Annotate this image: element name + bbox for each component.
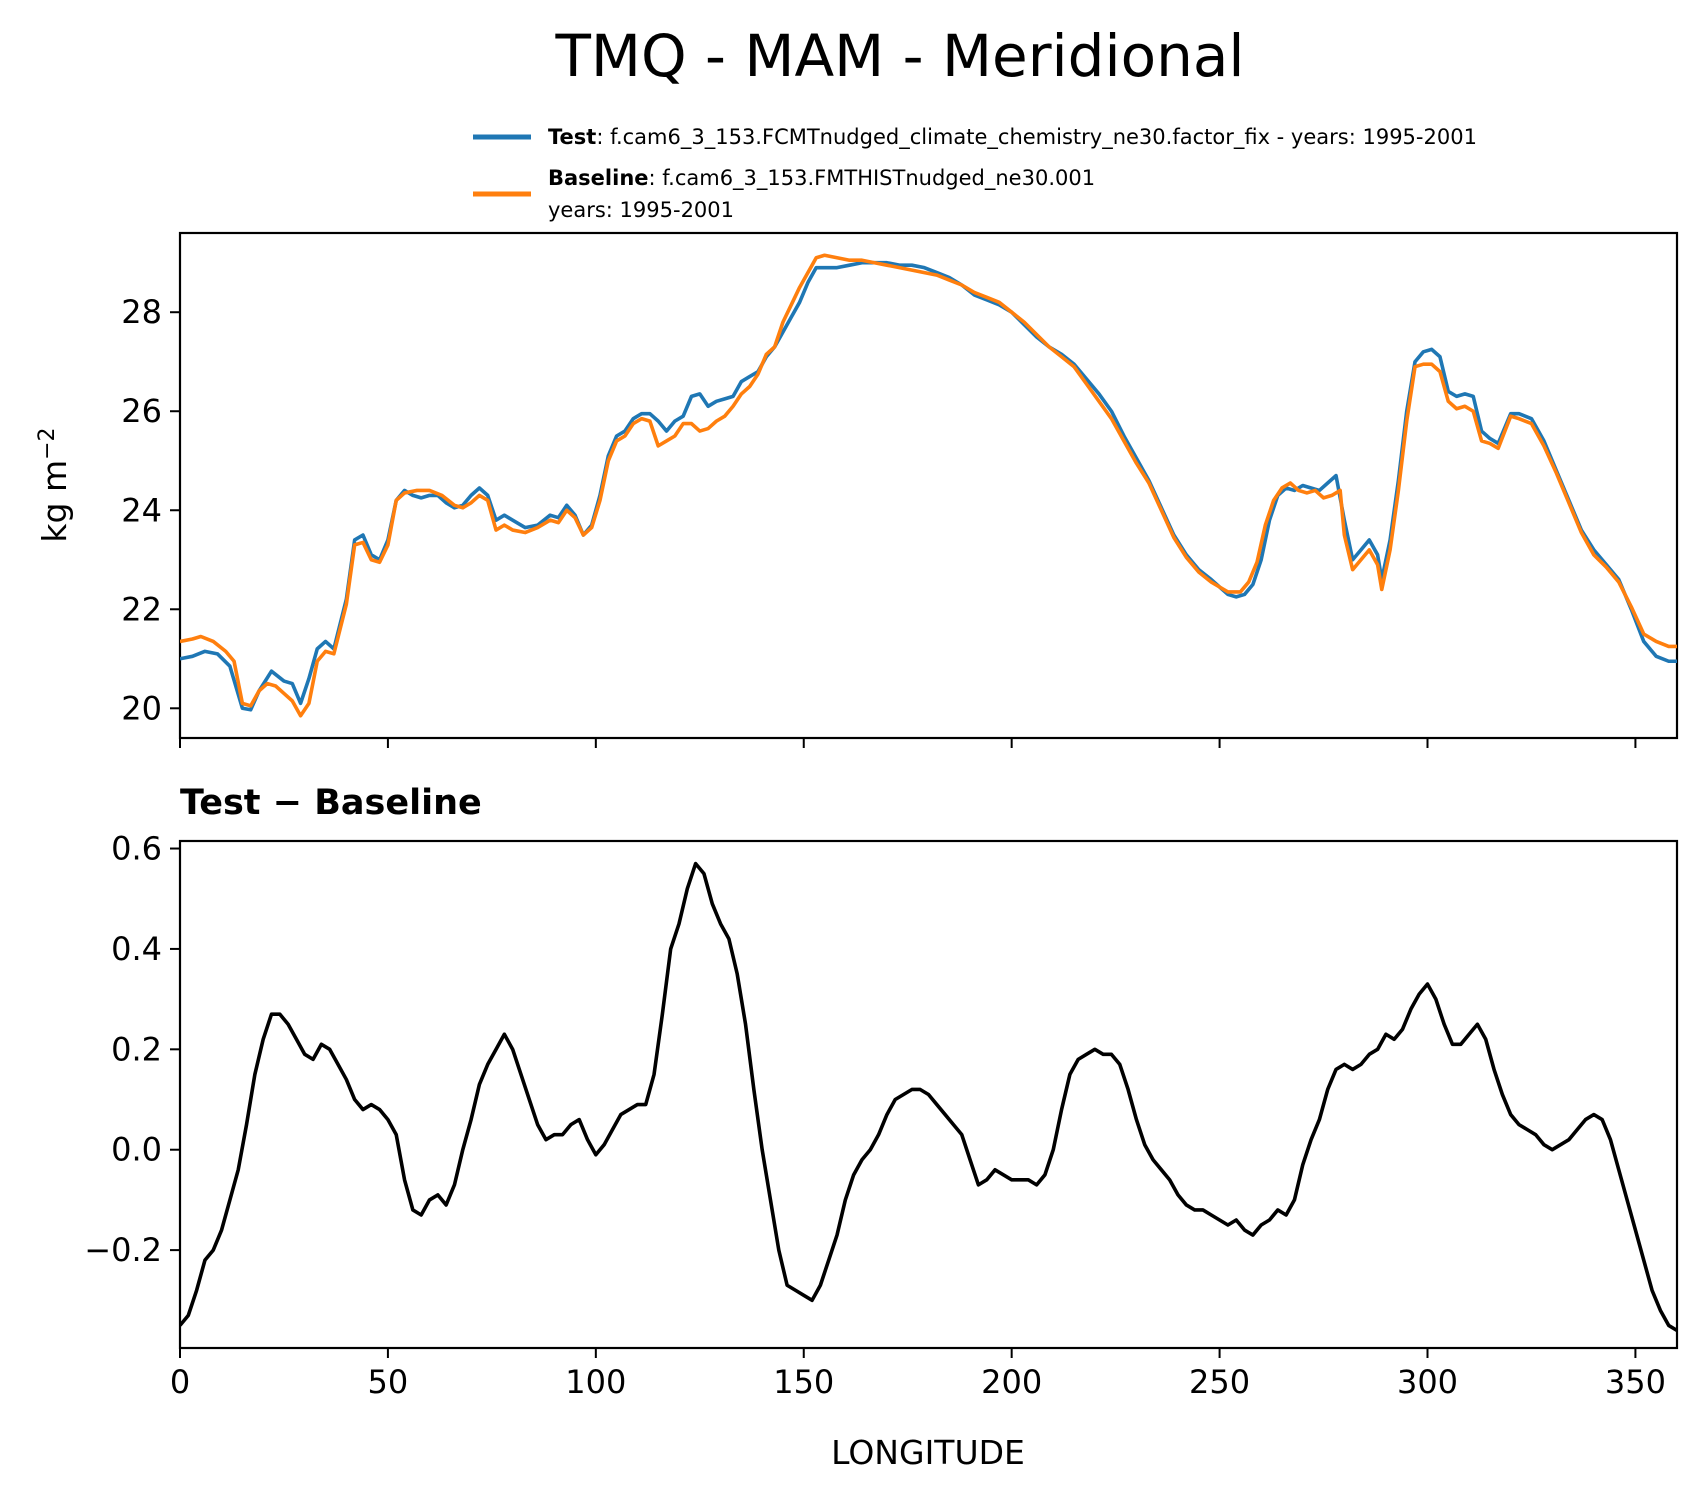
bottom-x-tick-label: 100 (565, 1363, 626, 1401)
bottom-y-ticks: −0.2 0.0 0.2 0.4 0.6 (84, 830, 180, 1269)
bottom-y-tick-label: 0.2 (111, 1030, 162, 1068)
legend-entry-baseline-years: years: 1995-2001 (548, 198, 734, 222)
bottom-x-tick-label: 250 (1189, 1363, 1250, 1401)
top-series-group (180, 253, 1677, 718)
bottom-x-tick-label: 0 (170, 1363, 190, 1401)
bottom-x-tick-label: 200 (981, 1363, 1042, 1401)
bottom-y-tick-label: 0.0 (111, 1131, 162, 1169)
top-y-tick-label: 26 (121, 392, 162, 430)
bottom-x-tick-label: 50 (368, 1363, 409, 1401)
bottom-x-axis-label: LONGITUDE (831, 1433, 1025, 1472)
top-y-tick-label: 24 (121, 491, 162, 529)
bottom-y-tick-label: −0.2 (84, 1231, 162, 1269)
bottom-panel: Test − Baseline −0.2 0.0 0.2 0.4 0.6 0 50 100 1… (84, 783, 1679, 1472)
legend: Test: f.cam6_3_153.FCMTnudged_climate_ch… (473, 125, 1477, 222)
bottom-panel-frame (178, 839, 1679, 1350)
bottom-y-tick-label: 0.4 (111, 930, 162, 968)
bottom-x-ticks: 0 50 100 150 200 250 300 350 (170, 1348, 1666, 1401)
top-panel: 20 22 24 26 28 kg m−2 (35, 231, 1679, 748)
legend-entry-baseline: Baseline: f.cam6_3_153.FMTHISTnudged_ne3… (548, 166, 1095, 191)
bottom-series-group (180, 861, 1677, 1332)
bottom-series-line-difference (180, 861, 1677, 1332)
top-panel-frame (178, 231, 1679, 740)
top-x-ticks (179, 738, 1637, 748)
bottom-x-tick-label: 350 (1605, 1363, 1666, 1401)
bottom-x-tick-label: 150 (773, 1363, 834, 1401)
top-y-tick-label: 20 (121, 689, 162, 727)
figure-title: TMQ - MAM - Meridional (554, 22, 1244, 90)
bottom-x-tick-label: 300 (1397, 1363, 1458, 1401)
top-y-axis-label: kg m−2 (35, 427, 75, 542)
top-y-tick-label: 22 (121, 590, 162, 628)
bottom-y-tick-label: 0.6 (111, 830, 162, 868)
top-series-line-baseline (180, 253, 1677, 718)
top-y-ticks: 20 22 24 26 28 (121, 293, 180, 727)
bottom-panel-title: Test − Baseline (180, 783, 482, 823)
legend-entry-test: Test: f.cam6_3_153.FCMTnudged_climate_ch… (548, 125, 1477, 150)
top-y-tick-label: 28 (121, 293, 162, 331)
